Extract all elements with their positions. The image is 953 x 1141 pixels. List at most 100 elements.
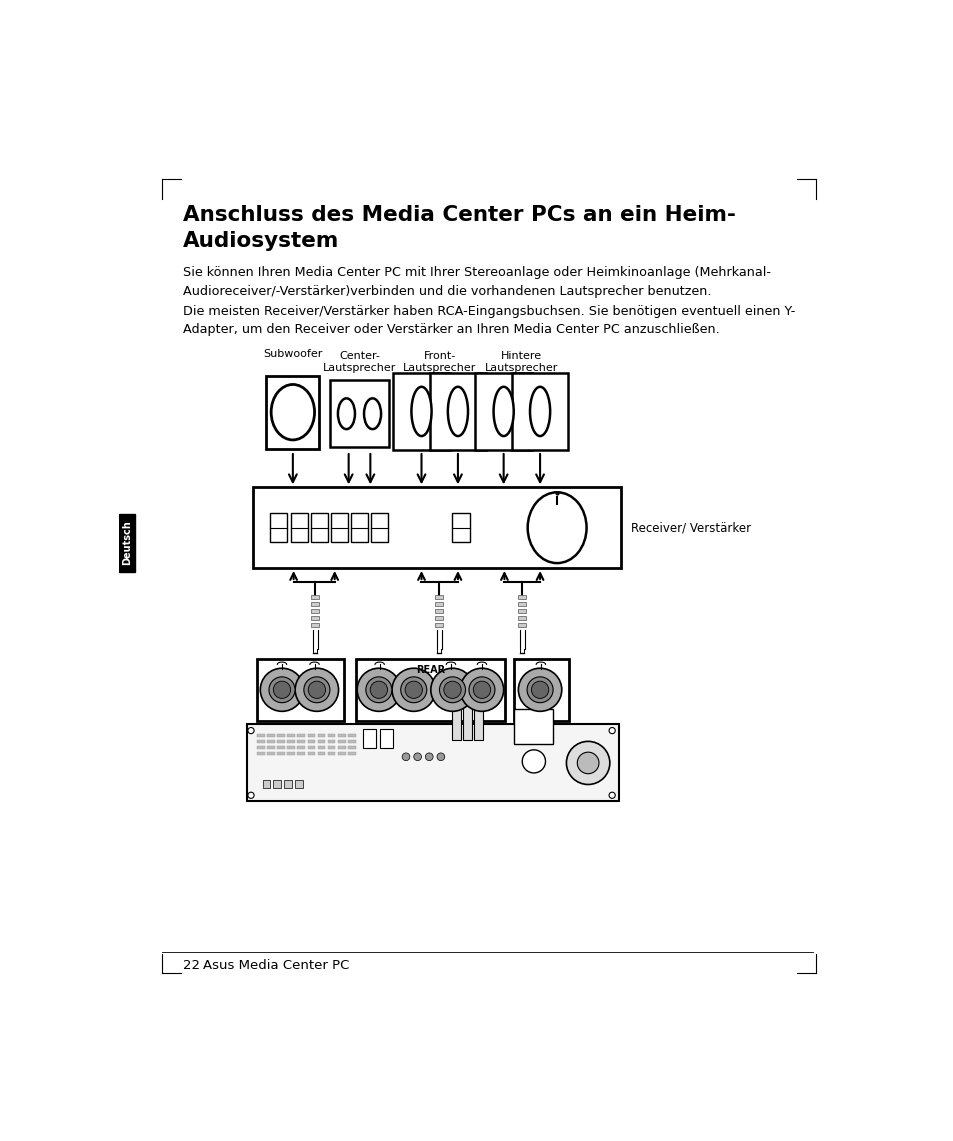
Circle shape xyxy=(308,681,325,698)
Ellipse shape xyxy=(411,387,431,436)
Circle shape xyxy=(436,753,444,761)
Text: Sie können Ihren Media Center PC mit Ihrer Stereoanlage oder Heimkinoanlage (Meh: Sie können Ihren Media Center PC mit Ihr… xyxy=(183,266,770,298)
Circle shape xyxy=(517,669,561,711)
Bar xyxy=(337,752,345,755)
Bar xyxy=(247,725,618,801)
Bar xyxy=(277,739,285,743)
Circle shape xyxy=(608,792,615,799)
Circle shape xyxy=(608,728,615,734)
Bar xyxy=(277,734,285,737)
Circle shape xyxy=(431,669,474,711)
Bar xyxy=(307,752,315,755)
Ellipse shape xyxy=(364,398,380,429)
Circle shape xyxy=(521,750,545,772)
Bar xyxy=(317,739,325,743)
Bar xyxy=(330,380,389,447)
Circle shape xyxy=(459,669,503,711)
Text: Die meisten Receiver/Verstärker haben RCA-Eingangsbuchsen. Sie benötigen eventue: Die meisten Receiver/Verstärker haben RC… xyxy=(183,305,795,337)
Text: Receiver/ Verstärker: Receiver/ Verstärker xyxy=(630,521,750,534)
Circle shape xyxy=(370,681,387,698)
Bar xyxy=(371,513,388,542)
Bar xyxy=(311,616,319,620)
Text: Subwoofer: Subwoofer xyxy=(263,349,322,358)
Bar xyxy=(297,734,305,737)
Bar xyxy=(452,686,460,739)
Ellipse shape xyxy=(337,398,355,429)
Bar xyxy=(274,779,281,787)
Bar xyxy=(328,752,335,755)
Bar xyxy=(262,779,270,787)
Circle shape xyxy=(248,792,253,799)
Bar xyxy=(257,659,344,721)
Bar xyxy=(514,709,553,744)
Bar xyxy=(517,602,525,606)
Text: Anschluss des Media Center PCs an ein Heim-: Anschluss des Media Center PCs an ein He… xyxy=(183,204,735,225)
Bar xyxy=(435,623,443,626)
Bar xyxy=(311,609,319,613)
Bar xyxy=(380,729,393,747)
Circle shape xyxy=(414,753,421,761)
Circle shape xyxy=(405,681,422,698)
Circle shape xyxy=(566,742,609,785)
Bar xyxy=(337,734,345,737)
Bar xyxy=(266,375,319,448)
Bar xyxy=(297,752,305,755)
Circle shape xyxy=(439,677,465,703)
Bar xyxy=(297,746,305,750)
Bar xyxy=(463,686,472,739)
Bar xyxy=(267,746,274,750)
Bar xyxy=(435,602,443,606)
Ellipse shape xyxy=(530,387,550,436)
Text: Front-
Lautsprecher: Front- Lautsprecher xyxy=(402,351,476,373)
Ellipse shape xyxy=(493,387,513,436)
Bar xyxy=(311,513,328,542)
Circle shape xyxy=(425,753,433,761)
Bar xyxy=(351,513,368,542)
Bar xyxy=(297,739,305,743)
Bar xyxy=(474,686,482,739)
Text: Hintere
Lautsprecher: Hintere Lautsprecher xyxy=(485,351,558,373)
Circle shape xyxy=(356,669,400,711)
Bar xyxy=(355,659,505,721)
Bar xyxy=(257,746,265,750)
Bar xyxy=(270,513,287,542)
Bar xyxy=(257,734,265,737)
Circle shape xyxy=(273,681,291,698)
Bar xyxy=(284,779,292,787)
Circle shape xyxy=(260,669,303,711)
Bar xyxy=(287,734,294,737)
Bar xyxy=(311,623,319,626)
Ellipse shape xyxy=(447,387,468,436)
Bar xyxy=(307,746,315,750)
Bar xyxy=(514,659,568,721)
Bar xyxy=(337,746,345,750)
Bar xyxy=(253,487,620,568)
Bar xyxy=(337,739,345,743)
Bar xyxy=(517,616,525,620)
Circle shape xyxy=(526,677,553,703)
Bar xyxy=(348,739,355,743)
Bar xyxy=(435,616,443,620)
Bar xyxy=(452,513,469,542)
Bar xyxy=(435,596,443,599)
Bar xyxy=(331,513,348,542)
Bar xyxy=(267,739,274,743)
Circle shape xyxy=(304,677,330,703)
Bar xyxy=(517,609,525,613)
Circle shape xyxy=(473,681,490,698)
Bar xyxy=(287,746,294,750)
Bar xyxy=(311,602,319,606)
Bar xyxy=(328,746,335,750)
Bar xyxy=(348,734,355,737)
Circle shape xyxy=(248,728,253,734)
Ellipse shape xyxy=(527,492,586,564)
Bar xyxy=(348,752,355,755)
Circle shape xyxy=(402,753,410,761)
Bar xyxy=(277,752,285,755)
Circle shape xyxy=(269,677,294,703)
Bar xyxy=(267,734,274,737)
Ellipse shape xyxy=(271,385,314,440)
Bar xyxy=(307,739,315,743)
Bar xyxy=(328,739,335,743)
Circle shape xyxy=(531,681,548,698)
